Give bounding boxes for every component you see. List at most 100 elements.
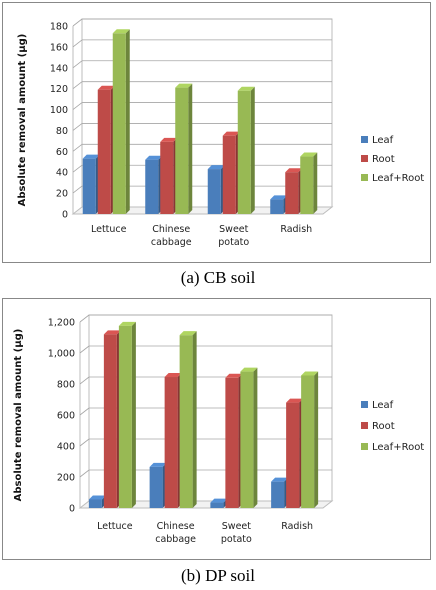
y-tick-label: 0	[62, 210, 68, 221]
y-tick-label: 140	[50, 63, 68, 74]
x-category-label: Lettuce	[91, 224, 127, 235]
gridline-side	[72, 164, 83, 173]
y-axis-label: Absolute removal amount (μg)	[13, 329, 24, 502]
y-tick-label: 1,000	[48, 349, 75, 360]
chart-panel-dp-soil: 0 200 400 600 800 1,000 1,200 Absolute removal …	[2, 298, 431, 560]
chart-cb-soil: 0 20 40 60 80 100 120 140 160 180 Absolute removal…	[17, 18, 424, 248]
leaf-bar-chinese-cabbage-top	[149, 462, 167, 467]
x-category-label: Chinese	[152, 224, 190, 235]
legend-swatch-root	[361, 422, 368, 429]
root-bar-sweet-potato	[225, 377, 239, 508]
root-bar-lettuce	[97, 89, 111, 214]
y-tick-label: 1,200	[48, 318, 75, 329]
root-bar-sweet-potato	[222, 135, 236, 214]
legend-label-leaf: Leaf	[372, 135, 394, 146]
leaf-root-bar-sweet-potato	[240, 371, 254, 508]
x-category-label: potato	[221, 534, 252, 545]
root-bar-sweet-potato-top	[225, 373, 243, 378]
gridline-side	[79, 345, 90, 354]
caption-dp-soil: (b) DP soil	[181, 566, 255, 585]
leaf-root-bar-sweet-potato-top	[237, 86, 255, 91]
leaf-bar-lettuce-top	[82, 154, 100, 159]
gridline-side	[79, 407, 90, 416]
legend-label-leaf-root: Leaf+Root	[372, 173, 424, 184]
leaf-root-bar-lettuce-top	[112, 29, 130, 34]
y-tick-label: 400	[57, 442, 75, 453]
root-bar-chinese-cabbage-top	[160, 137, 178, 142]
gridline-side	[79, 438, 90, 447]
leaf-bar-chinese-cabbage	[149, 466, 163, 508]
leaf-root-bar-sweet-potato-top	[240, 367, 258, 372]
legend-label-leaf: Leaf	[372, 400, 394, 411]
leaf-bar-sweet-potato	[207, 169, 221, 214]
leaf-bar-sweet-potato-top	[210, 498, 228, 503]
leaf-bar-radish	[271, 481, 285, 508]
leaf-root-bar-radish	[301, 375, 315, 508]
x-category-label: Radish	[280, 224, 312, 235]
y-tick-label: 60	[56, 147, 68, 158]
leaf-bar-lettuce	[82, 158, 96, 214]
leaf-bar-lettuce	[88, 499, 102, 508]
caption-cb-soil: (a) CB soil	[180, 268, 256, 287]
y-tick-label: 800	[57, 380, 75, 391]
leaf-bar-radish-top	[271, 477, 289, 482]
gridline-side	[72, 39, 83, 48]
leaf-root-bar-sweet-potato-side	[250, 86, 255, 214]
gridline-side	[79, 314, 90, 323]
legend-label-leaf-root: Leaf+Root	[372, 442, 424, 453]
root-bar-radish-top	[285, 168, 303, 173]
leaf-root-bar-sweet-potato	[237, 90, 251, 214]
x-category-label: cabbage	[151, 237, 192, 248]
root-bar-lettuce-top	[97, 85, 115, 90]
root-bar-chinese-cabbage	[160, 141, 174, 214]
leaf-root-bar-radish-top	[301, 371, 319, 376]
y-tick-label: 100	[50, 105, 68, 116]
x-category-label: Radish	[281, 521, 313, 532]
y-tick-label: 120	[50, 84, 68, 95]
y-axis-label: Absolute removal amount (μg)	[17, 34, 28, 207]
leaf-bar-sweet-potato	[210, 502, 224, 508]
gridline-side	[79, 469, 90, 478]
leaf-bar-radish	[270, 199, 284, 214]
leaf-root-bar-chinese-cabbage-side	[188, 83, 193, 214]
gridline-side	[72, 185, 83, 194]
leaf-root-bar-sweet-potato-side	[253, 367, 258, 508]
legend-swatch-leaf-root	[361, 443, 368, 450]
leaf-bar-chinese-cabbage	[145, 159, 159, 214]
root-bar-radish	[286, 402, 300, 508]
y-tick-label: 200	[57, 473, 75, 484]
y-tick-label: 160	[50, 42, 68, 53]
leaf-bar-chinese-cabbage-top	[145, 155, 163, 160]
gridline-side	[72, 60, 83, 69]
x-category-label: potato	[218, 237, 249, 248]
gridline-side	[72, 102, 83, 110]
x-category-label: Chinese	[157, 521, 195, 532]
leaf-root-bar-chinese-cabbage	[179, 335, 193, 508]
leaf-root-bar-lettuce	[118, 325, 132, 508]
leaf-root-bar-radish-top	[300, 152, 318, 157]
y-tick-label: 600	[57, 411, 75, 422]
leaf-root-bar-chinese-cabbage	[175, 87, 189, 214]
x-category-label: Lettuce	[97, 521, 133, 532]
y-tick-label: 40	[56, 168, 68, 179]
leaf-root-bar-lettuce	[112, 33, 126, 214]
leaf-root-bar-lettuce-side	[125, 29, 130, 214]
legend-swatch-leaf	[361, 136, 368, 143]
leaf-root-bar-chinese-cabbage-side	[192, 331, 197, 508]
leaf-root-bar-chinese-cabbage-top	[179, 331, 197, 336]
gridline-side	[72, 81, 83, 89]
root-bar-chinese-cabbage-top	[164, 373, 182, 378]
leaf-bar-radish-top	[270, 195, 288, 200]
y-tick-label: 20	[56, 189, 68, 200]
y-tick-label: 0	[69, 504, 75, 515]
leaf-root-bar-chinese-cabbage-top	[175, 83, 193, 88]
root-bar-lettuce-top	[103, 330, 121, 335]
gridline-side	[79, 376, 90, 385]
legend-swatch-leaf-root	[361, 174, 368, 181]
legend-swatch-root	[361, 155, 368, 162]
leaf-bar-sweet-potato-top	[207, 165, 225, 170]
leaf-root-bar-lettuce-top	[118, 321, 136, 326]
root-bar-chinese-cabbage	[164, 377, 178, 508]
legend-swatch-leaf	[361, 401, 368, 408]
y-tick-label: 180	[50, 22, 68, 33]
